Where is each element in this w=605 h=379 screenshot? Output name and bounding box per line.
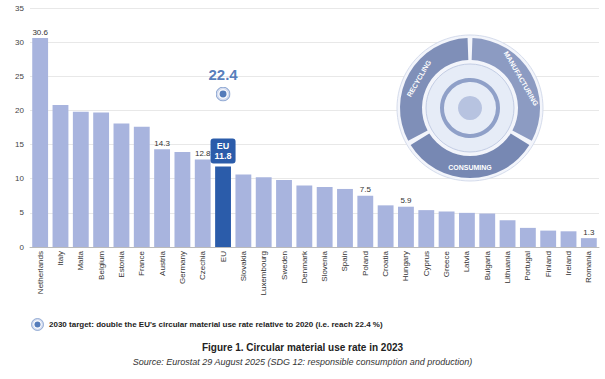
svg-text:5: 5	[20, 208, 25, 217]
svg-text:Cyprus: Cyprus	[422, 251, 431, 276]
svg-text:25: 25	[15, 72, 24, 81]
svg-text:Poland: Poland	[361, 251, 370, 276]
svg-text:7.5: 7.5	[360, 185, 372, 194]
svg-text:Portugal: Portugal	[523, 251, 532, 281]
svg-text:EU: EU	[217, 141, 230, 151]
svg-text:20: 20	[15, 106, 24, 115]
svg-text:11.8: 11.8	[215, 151, 232, 161]
svg-text:10: 10	[15, 174, 24, 183]
svg-text:Denmark: Denmark	[300, 250, 309, 283]
svg-text:2030 target: double the EU's c: 2030 target: double the EU's circular ma…	[49, 320, 383, 329]
svg-text:Malta: Malta	[76, 250, 85, 270]
svg-text:Bulgaria: Bulgaria	[483, 250, 492, 280]
svg-text:RECYCLING: RECYCLING	[406, 59, 433, 98]
svg-text:Czechia: Czechia	[198, 250, 207, 279]
svg-text:Ireland: Ireland	[564, 251, 573, 275]
svg-text:Estonia: Estonia	[117, 250, 126, 277]
svg-text:Slovenia: Slovenia	[320, 250, 329, 281]
svg-text:Hungary: Hungary	[401, 251, 410, 281]
svg-text:15: 15	[15, 140, 24, 149]
svg-text:Netherlands: Netherlands	[36, 251, 45, 294]
svg-text:30.6: 30.6	[32, 28, 48, 37]
svg-text:EU: EU	[219, 251, 228, 262]
svg-text:Romania: Romania	[584, 250, 593, 283]
svg-text:1.3: 1.3	[583, 228, 595, 237]
svg-text:Italy: Italy	[56, 251, 65, 266]
svg-text:Finland: Finland	[544, 251, 553, 277]
svg-text:Austria: Austria	[158, 250, 167, 275]
svg-text:Latvia: Latvia	[462, 250, 471, 272]
svg-text:Spain: Spain	[340, 251, 349, 271]
svg-text:Greece: Greece	[442, 250, 451, 277]
svg-text:22.4: 22.4	[208, 66, 238, 83]
svg-text:0: 0	[20, 243, 25, 252]
svg-text:Slovakia: Slovakia	[239, 250, 248, 281]
svg-text:CONSUMING: CONSUMING	[448, 164, 492, 171]
svg-text:30: 30	[15, 38, 24, 47]
svg-text:Figure 1. Circular material us: Figure 1. Circular material use rate in …	[202, 342, 404, 353]
svg-text:France: France	[137, 250, 146, 275]
svg-text:Sweden: Sweden	[280, 251, 289, 280]
svg-text:Luxembourg: Luxembourg	[259, 251, 268, 295]
svg-text:12.8: 12.8	[195, 149, 211, 158]
svg-text:Source: Eurostat 29 August 202: Source: Eurostat 29 August 2025 (SDG 12:…	[133, 357, 472, 367]
svg-text:5.9: 5.9	[400, 196, 412, 205]
svg-text:Belgium: Belgium	[97, 251, 106, 280]
svg-text:Lithuania: Lithuania	[503, 250, 512, 283]
svg-text:14.3: 14.3	[154, 139, 170, 148]
svg-text:35: 35	[15, 4, 24, 13]
svg-text:Croatia: Croatia	[381, 250, 390, 276]
svg-text:Germany: Germany	[178, 251, 187, 284]
svg-text:MANUFACTURING: MANUFACTURING	[503, 50, 540, 107]
